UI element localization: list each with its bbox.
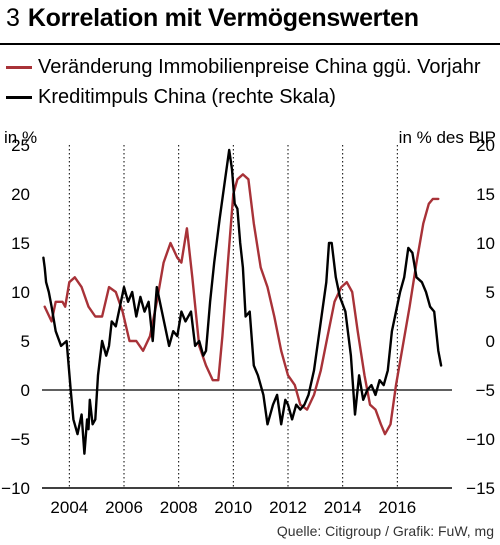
series-line-credit-impulse [42,148,443,455]
x-tick-label-2010: 2010 [214,498,252,517]
series-line-property-prices [43,173,440,436]
y-right-tick-label-3: 5 [486,283,495,302]
y-right-tick-label-0: 20 [476,136,495,155]
y-left-tick-label-0: 25 [11,136,30,155]
x-tick-label-2014: 2014 [324,498,362,517]
y-right-tick-label-4: 0 [486,332,495,351]
right-axis-unit: in % des BIP [398,128,496,147]
y-left-tick-label-5: 0 [21,381,30,400]
left-axis-unit: in % [4,128,38,147]
source-note: Quelle: Citigroup / Grafik: FuW, mg [276,523,494,539]
x-tick-label-2006: 2006 [105,498,143,517]
y-right-tick-label-7: −15 [466,479,495,498]
y-right-tick-label-6: −10 [466,430,495,449]
y-left-tick-label-1: 20 [11,185,30,204]
y-left-tick-label-3: 10 [11,283,30,302]
title-rule [0,43,500,45]
legend-label-credit-impulse: Kreditimpuls China (rechte Skala) [38,85,336,108]
legend-item-credit-impulse: Kreditimpuls China (rechte Skala) [6,82,481,112]
y-left-tick-label-4: 5 [21,332,30,351]
x-tick-label-2016: 2016 [378,498,416,517]
legend-swatch-credit-impulse [6,95,32,99]
x-tick-label-2008: 2008 [160,498,198,517]
tick-layer: 2004 2006 2008 2010 2012 2014 20162520151050−5… [1,136,495,517]
y-left-tick-label-2: 15 [11,234,30,253]
x-tick-label-2012: 2012 [269,498,307,517]
y-left-tick-label-7: −10 [1,479,30,498]
chart-title: Korrelation mit Vermögenswerten [27,4,419,32]
chart-header: 3 Korrelation mit Vermögenswerten [6,4,419,38]
figure-number: 3 [6,4,20,32]
series-layer [42,148,443,455]
y-left-tick-label-6: −5 [11,430,30,449]
x-tick-label-2004: 2004 [50,498,88,517]
legend-item-property-prices: Veränderung Immobilienpreise China ggü. … [6,52,481,82]
legend: Veränderung Immobilienpreise China ggü. … [6,52,481,112]
legend-label-property-prices: Veränderung Immobilienpreise China ggü. … [38,55,481,78]
y-right-tick-label-1: 15 [476,185,495,204]
y-right-tick-label-5: −5 [476,381,495,400]
y-right-tick-label-2: 10 [476,234,495,253]
legend-swatch-property-prices [6,65,32,69]
